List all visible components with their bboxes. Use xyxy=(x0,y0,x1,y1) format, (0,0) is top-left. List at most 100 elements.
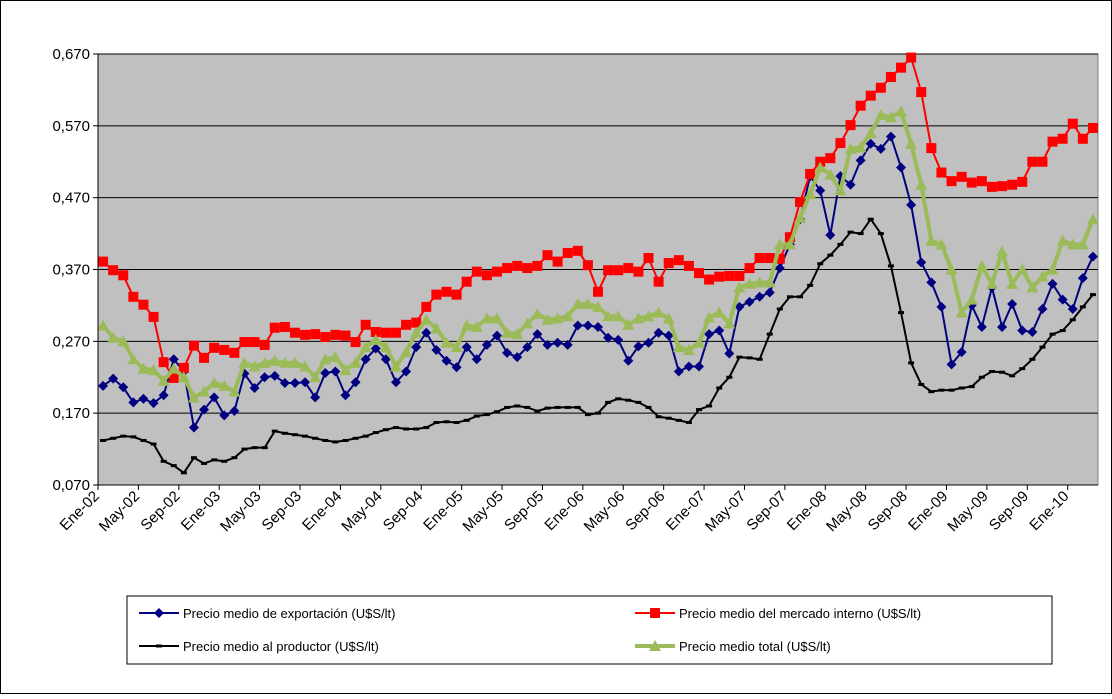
marker xyxy=(645,405,652,409)
marker xyxy=(827,253,834,257)
marker xyxy=(623,355,634,366)
marker xyxy=(188,340,199,351)
marker xyxy=(1019,367,1026,371)
marker xyxy=(271,429,278,433)
marker xyxy=(491,330,502,341)
marker xyxy=(512,260,523,271)
marker xyxy=(350,337,361,348)
marker xyxy=(302,434,309,438)
marker xyxy=(773,238,786,250)
marker xyxy=(865,138,876,149)
marker xyxy=(471,354,482,365)
marker xyxy=(1016,263,1029,275)
marker xyxy=(574,405,581,409)
marker xyxy=(632,312,645,324)
marker xyxy=(118,382,129,393)
marker xyxy=(581,297,594,309)
marker xyxy=(723,317,736,329)
marker xyxy=(603,332,614,343)
marker xyxy=(542,250,553,261)
marker xyxy=(653,276,664,287)
marker xyxy=(744,263,755,274)
series xyxy=(97,105,1099,403)
marker xyxy=(511,328,524,340)
marker xyxy=(1029,357,1036,361)
marker xyxy=(693,336,706,348)
marker xyxy=(997,321,1008,332)
marker xyxy=(754,291,765,302)
series xyxy=(98,52,1098,383)
marker xyxy=(138,299,149,310)
marker xyxy=(154,608,164,618)
marker xyxy=(744,296,755,307)
marker xyxy=(736,355,743,359)
marker xyxy=(108,265,119,276)
marker xyxy=(1006,277,1019,289)
marker xyxy=(490,312,503,324)
marker xyxy=(1027,326,1038,337)
marker xyxy=(251,446,258,450)
y-tick-label: 0,570 xyxy=(52,118,90,135)
marker xyxy=(704,329,715,340)
marker xyxy=(814,161,827,173)
marker xyxy=(774,263,785,274)
marker xyxy=(916,87,927,98)
marker xyxy=(817,262,824,266)
marker xyxy=(390,327,401,338)
marker xyxy=(98,380,109,391)
marker xyxy=(633,341,644,352)
marker xyxy=(584,413,591,417)
marker xyxy=(372,431,379,435)
marker xyxy=(300,329,311,340)
marker xyxy=(382,428,389,432)
marker xyxy=(805,168,816,179)
marker xyxy=(1047,136,1058,147)
marker xyxy=(218,379,231,391)
marker xyxy=(649,640,661,651)
series xyxy=(98,131,1098,433)
marker xyxy=(209,342,220,353)
marker xyxy=(130,435,137,439)
marker xyxy=(564,405,571,409)
marker xyxy=(471,266,482,277)
marker xyxy=(976,176,987,187)
marker xyxy=(127,353,140,365)
marker xyxy=(754,253,765,264)
marker xyxy=(219,410,230,421)
marker xyxy=(855,155,866,166)
marker xyxy=(177,371,190,383)
marker xyxy=(724,270,735,281)
marker xyxy=(916,257,927,268)
marker xyxy=(875,82,886,93)
marker xyxy=(322,438,329,442)
marker xyxy=(804,188,817,200)
marker xyxy=(320,332,331,343)
marker xyxy=(231,456,238,460)
marker xyxy=(825,230,836,241)
marker xyxy=(1059,329,1066,333)
marker xyxy=(312,436,319,440)
marker xyxy=(885,131,896,142)
marker xyxy=(300,377,311,388)
marker xyxy=(703,311,716,323)
marker xyxy=(167,362,180,374)
marker xyxy=(786,295,793,299)
marker xyxy=(531,308,544,320)
marker xyxy=(279,321,290,332)
marker xyxy=(441,355,452,366)
marker xyxy=(733,281,746,293)
marker xyxy=(410,326,423,338)
marker xyxy=(1057,294,1068,305)
marker xyxy=(299,360,312,372)
marker xyxy=(158,390,169,401)
marker xyxy=(643,337,654,348)
marker xyxy=(148,398,159,409)
marker xyxy=(714,271,725,282)
marker xyxy=(884,111,897,123)
marker xyxy=(524,405,531,409)
marker xyxy=(221,459,228,463)
marker xyxy=(100,438,107,442)
marker xyxy=(413,427,420,431)
marker xyxy=(1046,263,1059,275)
marker xyxy=(845,179,856,190)
